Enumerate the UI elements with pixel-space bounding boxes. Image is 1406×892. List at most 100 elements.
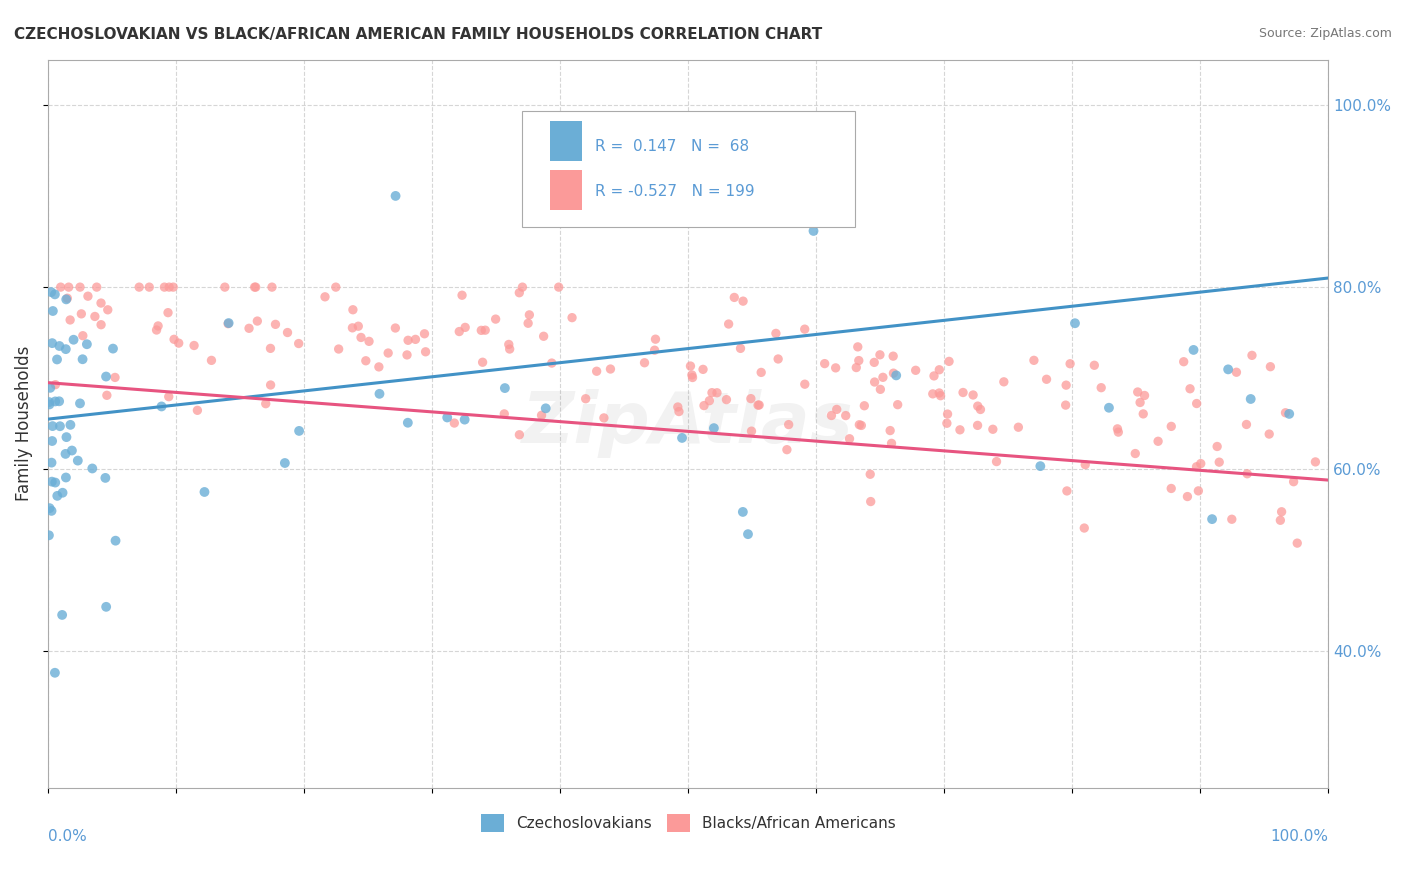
Point — [1083, 358, 1105, 372]
Point — [200, 353, 222, 368]
Point — [740, 392, 762, 406]
Point — [575, 392, 598, 406]
Point — [162, 280, 184, 294]
Point — [413, 326, 436, 341]
Point — [46, 352, 69, 367]
Point — [845, 360, 868, 375]
Point — [814, 357, 837, 371]
Point — [1274, 406, 1296, 420]
Point — [1129, 395, 1152, 409]
Point — [547, 280, 569, 294]
Point — [49, 280, 72, 294]
Point — [969, 402, 991, 417]
Point — [146, 318, 169, 333]
Text: R =  0.147   N =  68: R = 0.147 N = 68 — [595, 139, 749, 154]
Point — [1059, 357, 1081, 371]
Point — [1236, 417, 1258, 432]
Point — [737, 527, 759, 541]
Point — [904, 363, 927, 377]
Point — [342, 302, 364, 317]
Point — [952, 385, 974, 400]
Point — [1208, 455, 1230, 469]
FancyBboxPatch shape — [522, 111, 855, 227]
Point — [55, 447, 77, 461]
Point — [1240, 348, 1263, 362]
Y-axis label: Family Households: Family Households — [15, 346, 32, 501]
Point — [384, 189, 406, 203]
Point — [38, 395, 60, 409]
Point — [872, 370, 894, 384]
Point — [246, 314, 269, 328]
Point — [749, 365, 772, 379]
Point — [859, 467, 882, 482]
Point — [1182, 343, 1205, 357]
Point — [966, 399, 988, 413]
Point — [449, 325, 471, 339]
Point — [803, 224, 825, 238]
Point — [681, 368, 703, 382]
Point — [1056, 483, 1078, 498]
Point — [396, 416, 419, 430]
Point — [454, 320, 477, 334]
Point — [1160, 482, 1182, 496]
Point — [561, 310, 583, 325]
Point — [929, 389, 952, 403]
Point — [436, 410, 458, 425]
Point — [58, 280, 80, 294]
Point — [679, 359, 702, 373]
Point — [530, 409, 553, 423]
Point — [1107, 425, 1129, 439]
Point — [1073, 521, 1095, 535]
Point — [350, 330, 373, 344]
Point — [835, 409, 858, 423]
Point — [94, 471, 117, 485]
Point — [1160, 419, 1182, 434]
Point — [699, 393, 721, 408]
Point — [354, 353, 377, 368]
Point — [287, 336, 309, 351]
Point — [66, 453, 89, 467]
Point — [41, 475, 63, 489]
Point — [104, 370, 127, 384]
Text: 100.0%: 100.0% — [1270, 829, 1329, 844]
Point — [39, 381, 62, 395]
Point — [69, 396, 91, 410]
Point — [138, 280, 160, 294]
Point — [157, 390, 180, 404]
Point — [470, 323, 492, 337]
Point — [825, 402, 848, 417]
Point — [706, 385, 728, 400]
Point — [747, 398, 769, 412]
Point — [214, 280, 236, 294]
Point — [38, 397, 60, 411]
Point — [485, 312, 508, 326]
Point — [644, 343, 666, 358]
Point — [1107, 422, 1129, 436]
Point — [368, 386, 391, 401]
Point — [274, 456, 297, 470]
Point — [48, 339, 70, 353]
Point — [1126, 384, 1149, 399]
Point — [44, 665, 66, 680]
Point — [44, 377, 66, 392]
Point — [254, 397, 277, 411]
Point — [723, 290, 745, 304]
Point — [55, 430, 77, 444]
Point — [1074, 458, 1097, 472]
Point — [1305, 455, 1327, 469]
Point — [342, 321, 364, 335]
Point — [60, 443, 83, 458]
Point — [186, 403, 208, 417]
Point — [384, 321, 406, 335]
Point — [733, 294, 755, 309]
Point — [1185, 459, 1208, 474]
Point — [1035, 372, 1057, 386]
Point — [966, 418, 988, 433]
Point — [922, 368, 945, 383]
Point — [328, 342, 350, 356]
Point — [882, 349, 904, 363]
Bar — [550, 169, 582, 210]
Point — [90, 296, 112, 310]
Point — [243, 280, 266, 294]
Point — [377, 346, 399, 360]
